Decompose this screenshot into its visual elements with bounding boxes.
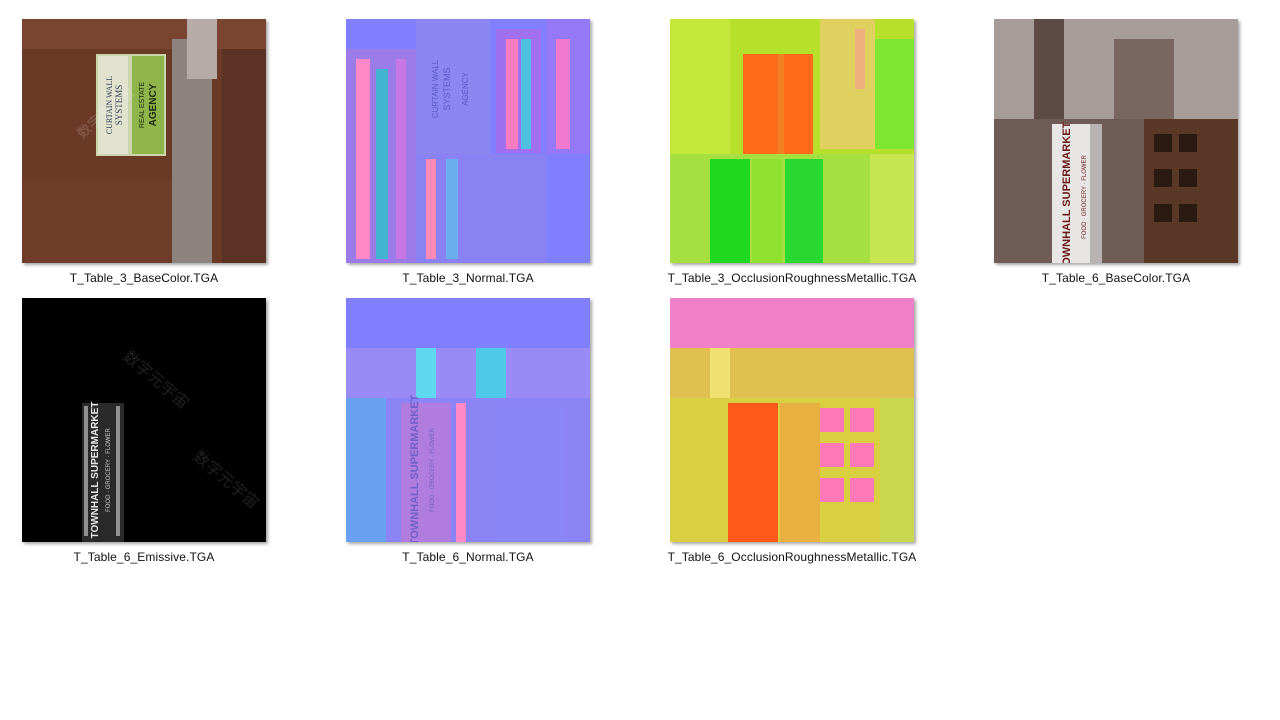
texture-emissive-6: TOWNHALL SUPERMARKET FOOD · GROCERY · FL…	[22, 298, 266, 542]
sign-text: CURTAIN WALL	[105, 76, 114, 135]
file-item[interactable]: TOWNHALL SUPERMARKET FOOD · GROCERY · FL…	[966, 19, 1266, 299]
file-item[interactable]: CURTAIN WALL SYSTEMS REAL ESTATE AGENCY …	[0, 19, 294, 299]
file-name[interactable]: T_Table_6_Normal.TGA	[402, 550, 534, 564]
sign-text: FOOD · GROCERY · FLOWER	[1082, 154, 1088, 238]
file-item[interactable]: TOWNHALL SUPERMARKET FOOD · GROCERY · FL…	[0, 298, 294, 578]
file-name[interactable]: T_Table_3_Normal.TGA	[402, 271, 534, 285]
file-thumbnail[interactable]: TOWNHALL SUPERMARKET FOOD · GROCERY · FL…	[994, 19, 1238, 263]
sign-text: FOOD · GROCERY · FLOWER	[430, 427, 436, 511]
sign-text: AGENCY	[148, 83, 159, 126]
texture-basecolor-6: TOWNHALL SUPERMARKET FOOD · GROCERY · FL…	[994, 19, 1238, 263]
file-thumbnail[interactable]: CURTAIN WALL SYSTEMS AGENCY	[346, 19, 590, 263]
file-thumbnail[interactable]	[670, 19, 914, 263]
file-item[interactable]: CURTAIN WALL SYSTEMS AGENCY T_Table_3_No…	[318, 19, 618, 299]
file-name[interactable]: T_Table_3_OcclusionRoughnessMetallic.TGA	[667, 271, 917, 285]
sign-text: TOWNHALL SUPERMARKET	[90, 402, 101, 539]
file-thumbnail[interactable]: TOWNHALL SUPERMARKET FOOD · GROCERY · FL…	[346, 298, 590, 542]
file-thumbnail[interactable]: CURTAIN WALL SYSTEMS REAL ESTATE AGENCY …	[22, 19, 266, 263]
file-thumbnail[interactable]: TOWNHALL SUPERMARKET FOOD · GROCERY · FL…	[22, 298, 266, 542]
sign-text: FOOD · GROCERY · FLOWER	[106, 427, 112, 511]
sign-text: SYSTEMS	[442, 67, 452, 110]
texture-basecolor-3: CURTAIN WALL SYSTEMS REAL ESTATE AGENCY …	[22, 19, 266, 263]
file-name[interactable]: T_Table_6_BaseColor.TGA	[1041, 271, 1191, 285]
sign-text: REAL ESTATE	[139, 82, 146, 128]
file-item[interactable]: T_Table_6_OcclusionRoughnessMetallic.TGA	[642, 298, 942, 578]
file-name[interactable]: T_Table_6_OcclusionRoughnessMetallic.TGA	[667, 550, 917, 564]
sign-text: TOWNHALL SUPERMARKET	[409, 394, 421, 542]
texture-orm-3	[670, 19, 914, 263]
file-name[interactable]: T_Table_3_BaseColor.TGA	[69, 271, 219, 285]
texture-normal-6: TOWNHALL SUPERMARKET FOOD · GROCERY · FL…	[346, 298, 590, 542]
texture-normal-3: CURTAIN WALL SYSTEMS AGENCY	[346, 19, 590, 263]
file-name[interactable]: T_Table_6_Emissive.TGA	[73, 550, 215, 564]
sign-text: TOWNHALL SUPERMARKET	[1061, 121, 1073, 263]
sign-text: SYSTEMS	[114, 85, 124, 126]
texture-orm-6	[670, 298, 914, 542]
file-item[interactable]: T_Table_3_OcclusionRoughnessMetallic.TGA	[642, 19, 942, 299]
file-item[interactable]: TOWNHALL SUPERMARKET FOOD · GROCERY · FL…	[318, 298, 618, 578]
file-thumbnail[interactable]	[670, 298, 914, 542]
sign-text: AGENCY	[461, 71, 470, 105]
sign-text: CURTAIN WALL	[431, 59, 440, 118]
